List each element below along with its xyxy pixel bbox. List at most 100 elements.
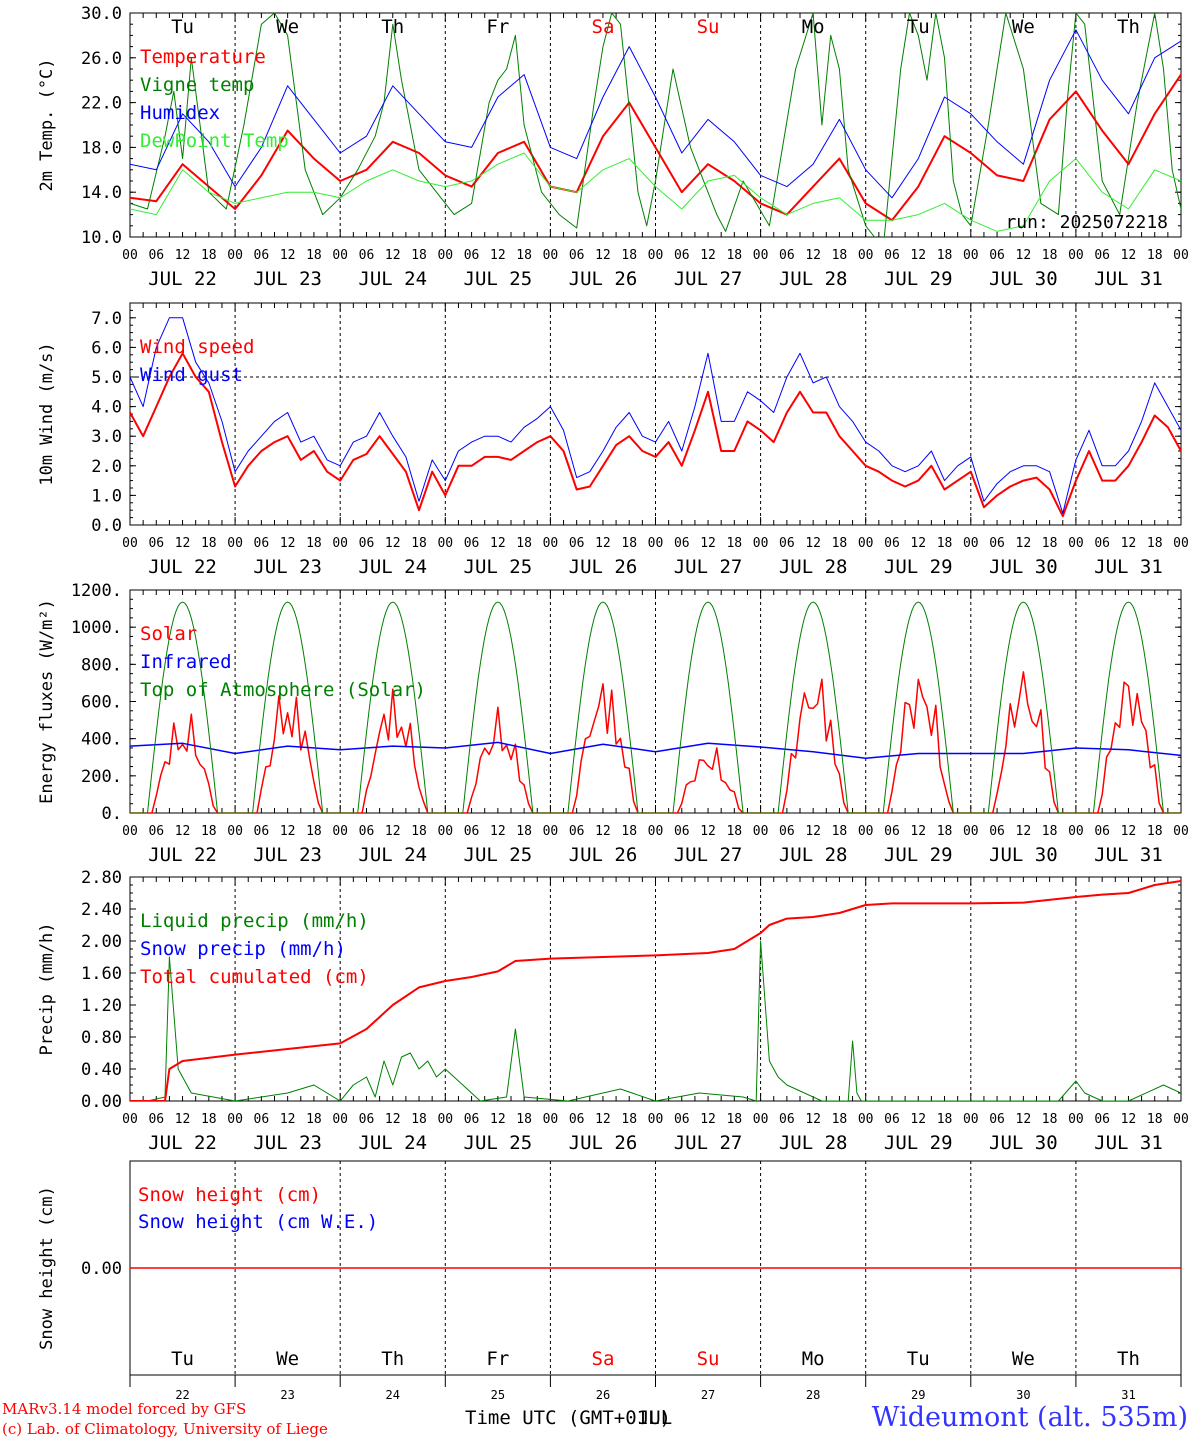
series-lines	[130, 317, 1181, 518]
date-label: JUL 27	[674, 1132, 743, 1154]
weekday-label: We	[1012, 16, 1035, 38]
weekday-label: We	[276, 16, 299, 38]
hour-label: 00	[543, 824, 559, 839]
hour-label: 06	[779, 824, 795, 839]
hour-label: 00	[963, 248, 979, 263]
legend-entry: Snow precip (mm/h)	[140, 938, 346, 960]
hour-label: 00	[122, 824, 138, 839]
date-label: JUL 28	[779, 556, 848, 578]
day-number: 27	[701, 1388, 715, 1402]
date-label: JUL 26	[569, 556, 638, 578]
series-line-2	[130, 29, 1181, 199]
hour-label: 12	[1016, 1112, 1032, 1127]
hour-label: 12	[385, 1112, 401, 1127]
y-tick-label: 1200.	[71, 581, 122, 601]
hour-label: 18	[516, 1112, 532, 1127]
y-tick-label: 0.00	[81, 1092, 122, 1112]
hour-label: 12	[910, 536, 926, 551]
hour-label: 18	[726, 536, 742, 551]
y-tick-label: 800.	[81, 655, 122, 675]
hour-label: 06	[884, 536, 900, 551]
date-label: JUL 29	[884, 268, 953, 290]
weekday-label: Tu	[171, 16, 194, 38]
hour-label: 18	[201, 824, 217, 839]
day-number: 26	[596, 1388, 610, 1402]
hour-label: 00	[227, 1112, 243, 1127]
legend-entry: Temperature	[140, 46, 266, 68]
hour-label: 00	[122, 248, 138, 263]
date-label: JUL 22	[148, 268, 217, 290]
hour-label: 06	[884, 824, 900, 839]
hour-label: 12	[280, 536, 296, 551]
hour-label: 06	[674, 248, 690, 263]
y-tick-label: 18.0	[81, 138, 122, 158]
date-label: JUL 31	[1094, 556, 1163, 578]
series-lines	[130, 880, 1181, 1101]
hour-label: 00	[1068, 536, 1084, 551]
hour-label: 18	[1042, 536, 1058, 551]
legend-entry: Snow height (cm)	[138, 1184, 321, 1206]
hour-label: 18	[621, 248, 637, 263]
hour-label: 00	[332, 248, 348, 263]
hour-label: 18	[832, 1112, 848, 1127]
hour-label: 00	[437, 536, 453, 551]
hour-label: 12	[700, 536, 716, 551]
date-label: JUL 28	[779, 1132, 848, 1154]
hour-label: 06	[254, 824, 270, 839]
y-tick-label: 0.80	[81, 1028, 122, 1048]
hour-label: 06	[1094, 1112, 1110, 1127]
weekday-label: Th	[1117, 16, 1140, 38]
hour-label: 12	[700, 248, 716, 263]
hour-label: 18	[726, 824, 742, 839]
hour-label: 18	[1042, 1112, 1058, 1127]
y-tick-label: 2.00	[81, 932, 122, 952]
panel-5: 0.00 Snow height (cm) Snow height (cm) Snow…	[37, 1160, 1182, 1429]
hour-label: 18	[201, 248, 217, 263]
date-label: JUL 29	[884, 1132, 953, 1154]
hour-label: 06	[989, 536, 1005, 551]
hour-label: 00	[437, 824, 453, 839]
date-label: JUL 30	[989, 844, 1058, 866]
hour-label: 18	[1147, 248, 1163, 263]
day-number: 22	[175, 1388, 189, 1402]
date-label: JUL 28	[779, 268, 848, 290]
hour-label: 06	[464, 1112, 480, 1127]
hour-label: 18	[832, 248, 848, 263]
hour-label: 12	[910, 1112, 926, 1127]
hour-label: 18	[1042, 248, 1058, 263]
hour-label: 06	[779, 536, 795, 551]
hour-label: 12	[805, 1112, 821, 1127]
series-lines	[130, 601, 1181, 813]
date-label: JUL 25	[464, 268, 533, 290]
hour-label: 18	[937, 536, 953, 551]
date-label: JUL 24	[358, 556, 427, 578]
date-label: JUL 22	[148, 1132, 217, 1154]
hour-label: 12	[910, 824, 926, 839]
panel-2: 0.0 1.0 2.0 3.0 4.0 5.0 6.0 7.0 10m Wind (m/s) 00…	[37, 302, 1189, 578]
hour-label: 18	[726, 248, 742, 263]
hour-label: 00	[858, 1112, 874, 1127]
hour-label: 12	[175, 1112, 191, 1127]
hour-label: 00	[227, 536, 243, 551]
y-tick-label: 10.0	[81, 228, 122, 248]
weekday-label: Mo	[802, 16, 825, 38]
date-label: JUL 25	[464, 844, 533, 866]
hour-label: 00	[753, 248, 769, 263]
weekday-label: Fr	[486, 1348, 509, 1370]
hour-label: 00	[122, 1112, 138, 1127]
date-label: JUL 31	[1094, 844, 1163, 866]
hour-label: 18	[621, 1112, 637, 1127]
y-tick-label: 0.0	[91, 516, 122, 536]
hour-label: 18	[306, 1112, 322, 1127]
series-line-1	[130, 741, 1181, 759]
legend-entry: Top of Atmosphere (Solar)	[140, 679, 426, 701]
hour-label: 12	[1121, 536, 1137, 551]
y-tick-label: 6.0	[91, 338, 122, 358]
hour-label: 00	[858, 824, 874, 839]
hour-label: 12	[175, 824, 191, 839]
hour-label: 00	[1068, 1112, 1084, 1127]
hour-label: 06	[464, 824, 480, 839]
y-tick-label: 26.0	[81, 49, 122, 69]
hour-label: 00	[122, 536, 138, 551]
series-line-0	[130, 671, 1181, 813]
